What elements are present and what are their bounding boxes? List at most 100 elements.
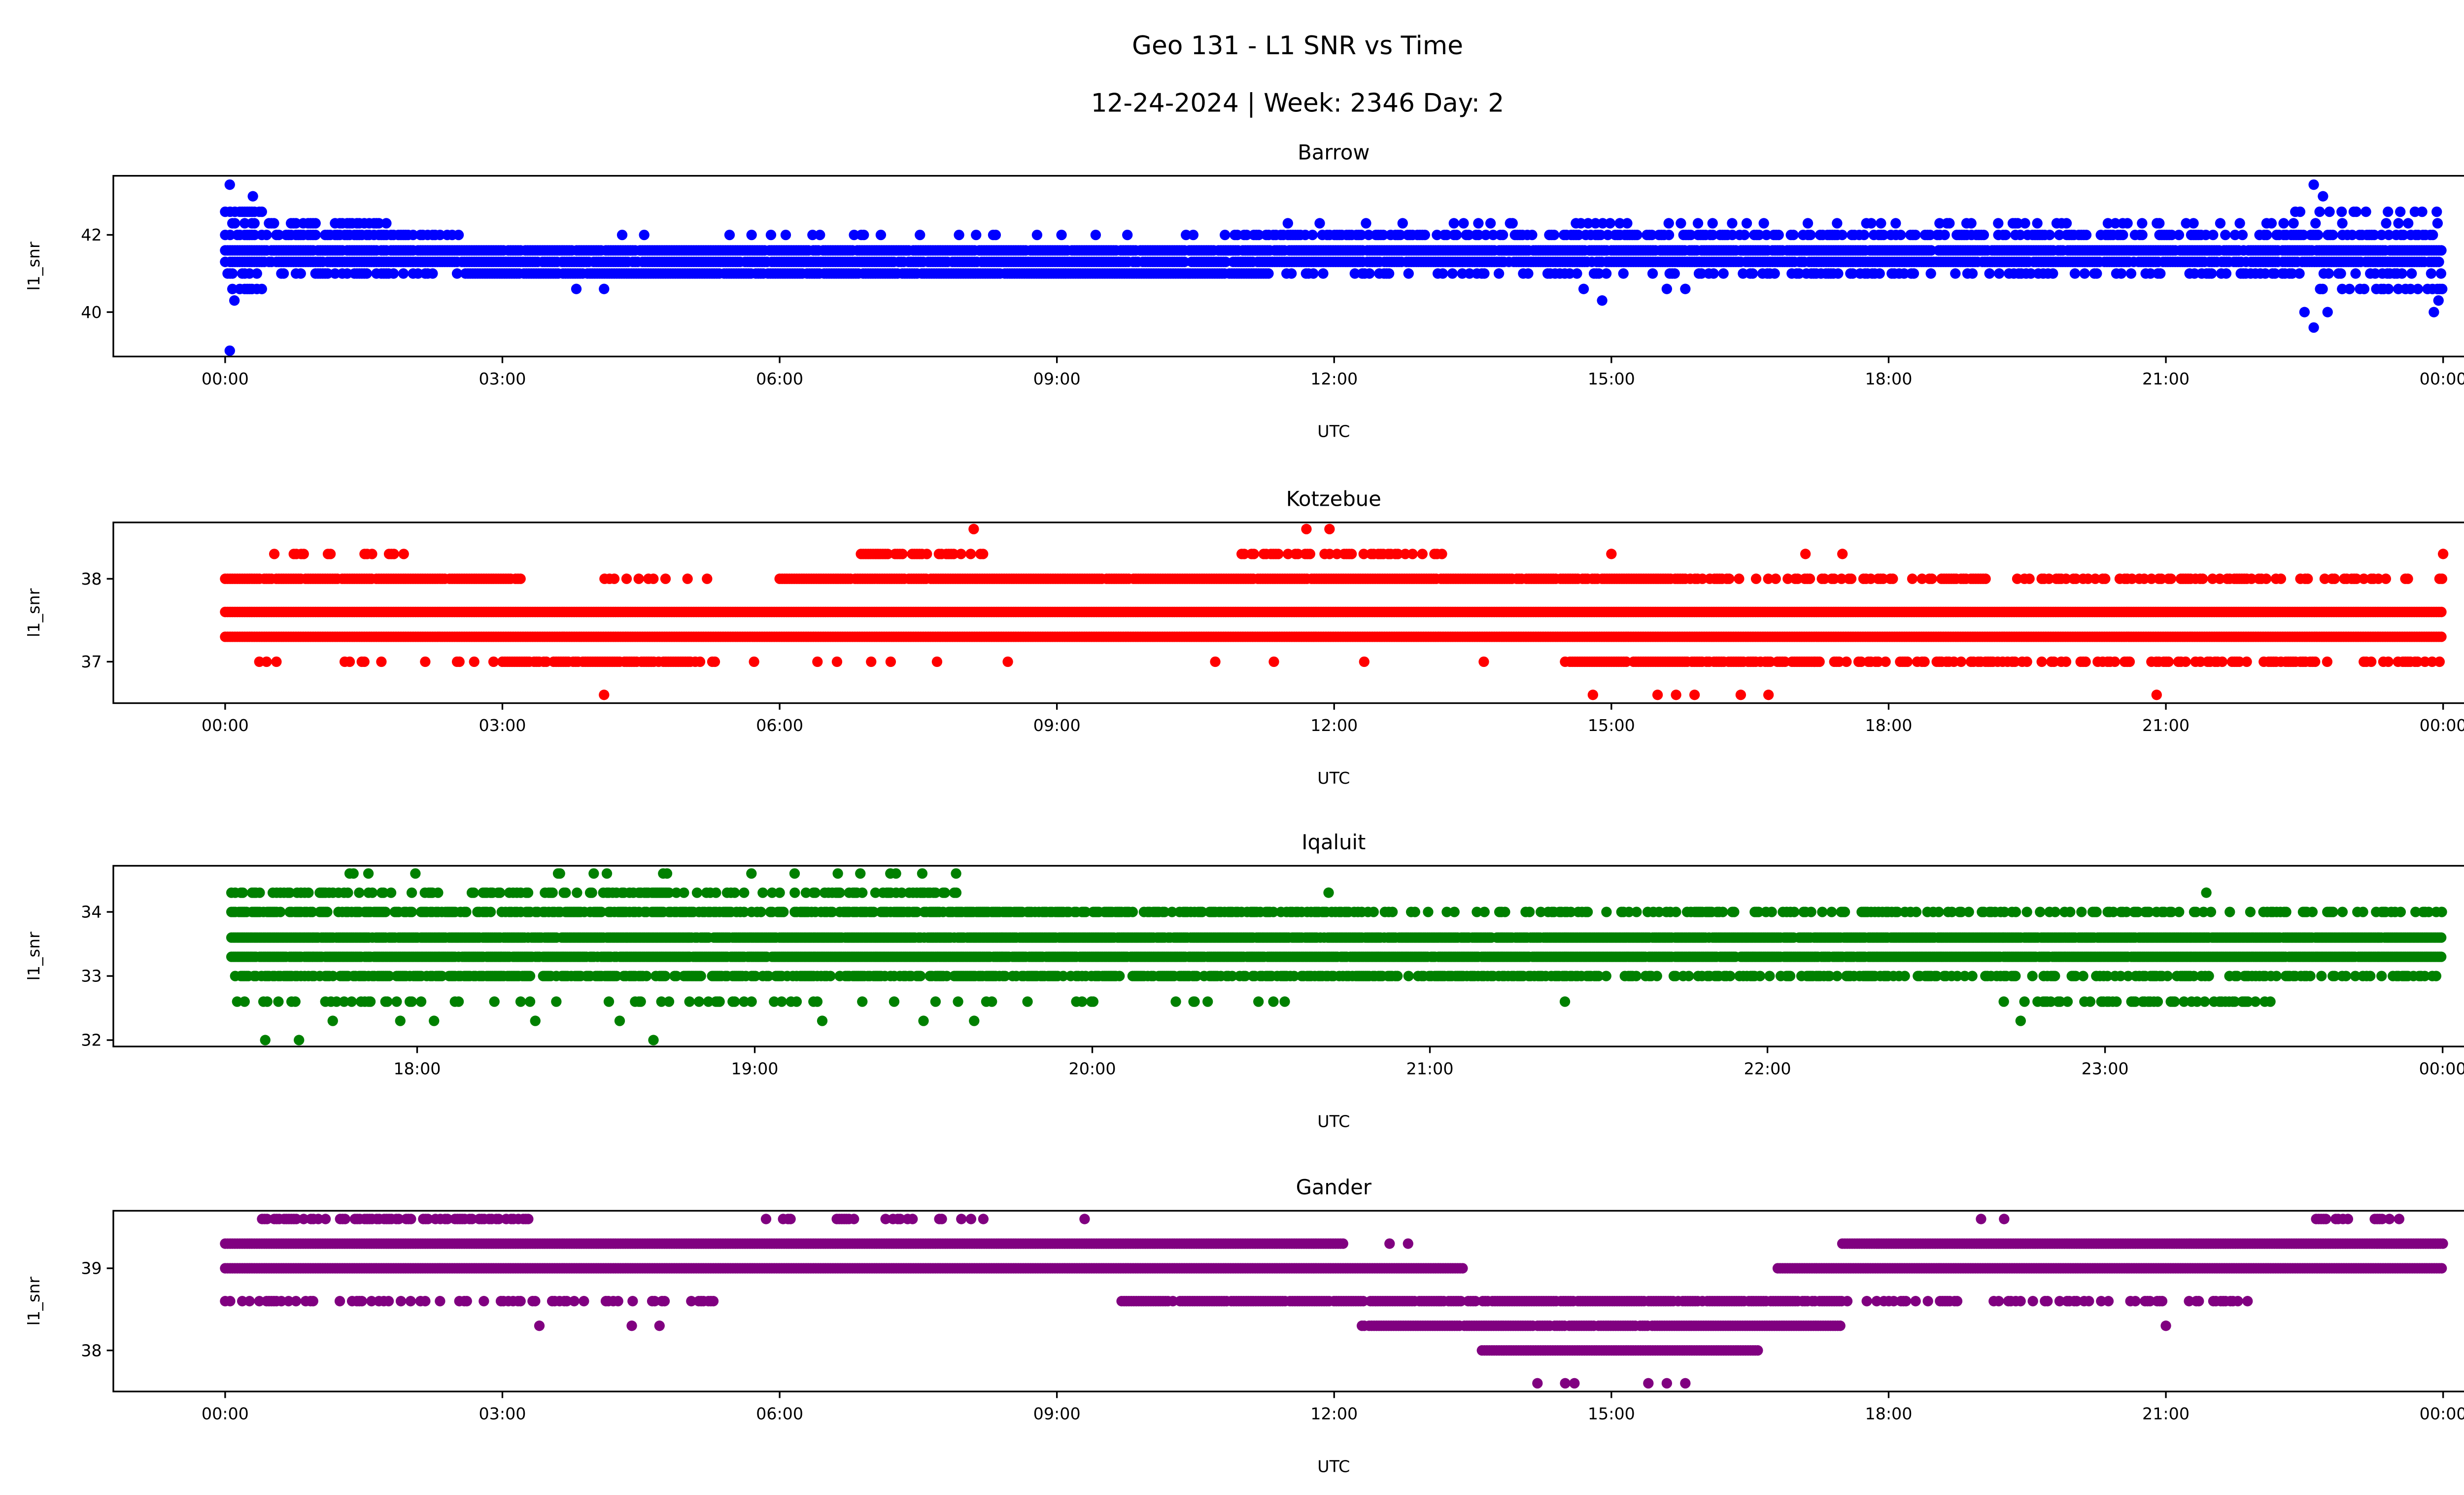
data-point — [2317, 283, 2328, 294]
data-point — [295, 268, 306, 279]
data-point — [724, 229, 735, 241]
data-point — [2351, 206, 2362, 217]
data-point — [1307, 229, 1318, 241]
data-point — [1926, 245, 1937, 256]
data-point — [2137, 229, 2148, 241]
data-point — [2431, 206, 2442, 217]
data-point — [398, 268, 409, 279]
data-point — [875, 229, 887, 241]
data-point — [1479, 268, 1490, 279]
data-point — [1966, 218, 1977, 229]
data-point — [1507, 218, 1518, 229]
data-point — [2403, 218, 2414, 229]
data-point — [1769, 268, 1780, 279]
series-barrow — [220, 179, 2448, 356]
data-point — [2154, 218, 2165, 229]
data-point — [1597, 295, 1608, 306]
data-point — [261, 229, 272, 241]
data-point — [1485, 218, 1496, 229]
data-point — [2335, 268, 2346, 279]
data-point — [310, 229, 321, 241]
x-tick-label: 06:00 — [756, 369, 803, 388]
data-point — [1708, 268, 1719, 279]
data-point — [1874, 268, 1885, 279]
data-point — [639, 229, 650, 241]
data-point — [1890, 218, 1901, 229]
data-point — [2308, 322, 2319, 333]
data-point — [1680, 283, 1691, 294]
data-point — [2436, 245, 2447, 256]
data-point — [2432, 218, 2443, 229]
data-point — [1741, 218, 1752, 229]
x-axis-label: UTC — [1317, 422, 1350, 441]
y-tick-label: 40 — [81, 303, 102, 322]
data-point — [609, 573, 620, 584]
data-point — [1572, 268, 1582, 279]
data-point — [2436, 606, 2447, 618]
data-point — [2019, 218, 2030, 229]
data-point — [2361, 206, 2371, 217]
data-point — [2079, 268, 2090, 279]
data-point — [2266, 218, 2277, 229]
data-point — [227, 268, 238, 279]
data-point — [388, 268, 399, 279]
data-point — [2091, 268, 2102, 279]
data-point — [2299, 307, 2310, 317]
data-point — [971, 229, 982, 241]
data-point — [2355, 283, 2365, 294]
data-point — [1618, 268, 1629, 279]
data-point — [660, 573, 671, 584]
data-point — [633, 573, 644, 584]
data-point — [858, 229, 869, 241]
data-point — [1858, 229, 1870, 241]
data-point — [1031, 229, 1043, 241]
data-point — [2383, 206, 2394, 217]
data-point — [1647, 268, 1658, 279]
data-point — [2261, 229, 2272, 241]
data-point — [1758, 218, 1769, 229]
data-point — [1403, 268, 1414, 279]
panel-title: Kotzebue — [1286, 487, 1381, 511]
data-point — [1451, 229, 1462, 241]
data-point — [815, 229, 825, 241]
data-point — [1833, 268, 1844, 279]
data-point — [2436, 631, 2447, 642]
data-point — [990, 229, 1001, 241]
data-point — [2350, 268, 2361, 279]
data-point — [515, 573, 526, 584]
data-point — [2125, 268, 2137, 279]
data-point — [1944, 218, 1955, 229]
data-point — [2116, 268, 2127, 279]
data-point — [269, 218, 279, 229]
data-point — [1994, 268, 2005, 279]
data-point — [2069, 268, 2081, 279]
data-point — [1282, 218, 1293, 229]
chart-subtitle: 12-24-2024 | Week: 2346 Day: 2 — [1091, 89, 1505, 118]
data-point — [1179, 256, 1190, 267]
data-point — [427, 268, 438, 279]
data-point — [1718, 268, 1729, 279]
data-point — [2417, 206, 2428, 217]
data-point — [2081, 229, 2092, 241]
data-point — [1448, 218, 1459, 229]
data-point — [1605, 218, 1615, 229]
data-point — [2044, 229, 2055, 241]
data-point — [1692, 218, 1704, 229]
data-point — [2188, 218, 2199, 229]
data-point — [2237, 229, 2248, 241]
data-point — [1263, 268, 1274, 279]
data-point — [1939, 229, 1950, 241]
data-point — [2381, 218, 2392, 229]
data-point — [1739, 229, 1750, 241]
data-point — [2294, 206, 2306, 217]
data-point — [1122, 229, 1133, 241]
data-point — [648, 573, 659, 584]
data-point — [765, 229, 777, 241]
data-point — [1447, 268, 1458, 279]
data-point — [1993, 218, 2004, 229]
data-point — [2429, 307, 2439, 317]
data-point — [1950, 268, 1961, 279]
